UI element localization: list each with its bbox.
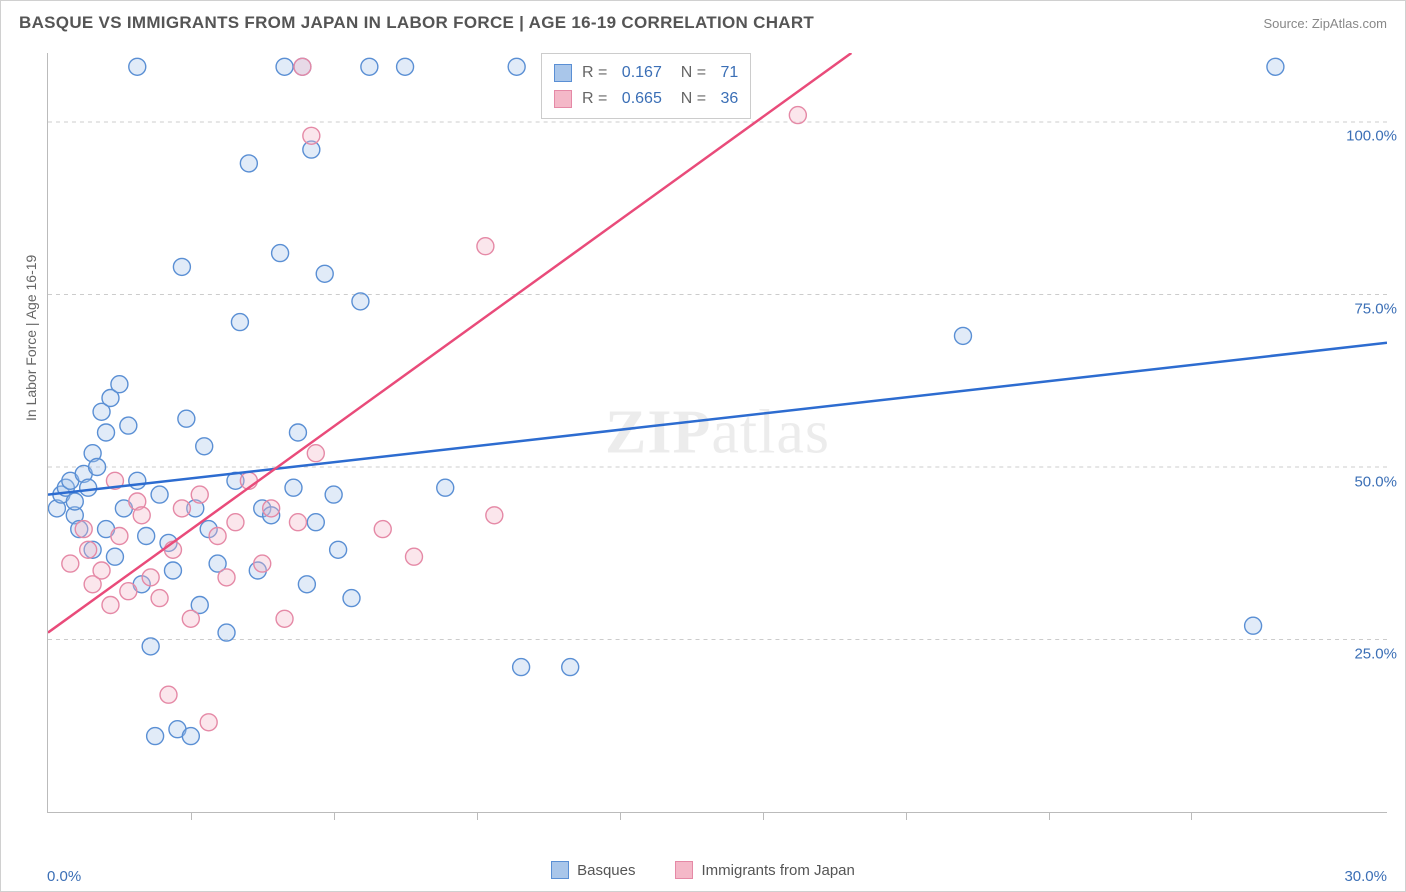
legend-item-series2: Immigrants from Japan [675, 861, 854, 879]
source-attribution: Source: ZipAtlas.com [1263, 16, 1387, 31]
y-axis-label: In Labor Force | Age 16-19 [23, 255, 39, 421]
legend-n-value-2: 36 [721, 90, 739, 108]
chart-container: BASQUE VS IMMIGRANTS FROM JAPAN IN LABOR… [0, 0, 1406, 892]
legend-label-series1: Basques [577, 862, 635, 879]
legend-item-series1: Basques [551, 861, 635, 879]
legend-n-label: N = [672, 64, 711, 82]
scatter-svg [48, 53, 1387, 812]
correlation-legend: R = 0.167 N = 71 R = 0.665 N = 36 [541, 53, 751, 119]
legend-n-label: N = [672, 90, 711, 108]
legend-row-series1: R = 0.167 N = 71 [554, 60, 738, 86]
chart-title: BASQUE VS IMMIGRANTS FROM JAPAN IN LABOR… [19, 13, 814, 33]
plot-area: ZIPatlas [47, 53, 1387, 813]
series-legend: Basques Immigrants from Japan [1, 861, 1405, 879]
swatch-series1 [554, 64, 572, 82]
legend-r-value-1: 0.167 [622, 64, 662, 82]
header: BASQUE VS IMMIGRANTS FROM JAPAN IN LABOR… [1, 1, 1405, 41]
swatch-series2 [554, 90, 572, 108]
swatch-series1-bottom [551, 861, 569, 879]
legend-r-label: R = [582, 90, 612, 108]
legend-label-series2: Immigrants from Japan [701, 862, 854, 879]
legend-r-label: R = [582, 64, 612, 82]
swatch-series2-bottom [675, 861, 693, 879]
legend-n-value-1: 71 [721, 64, 739, 82]
legend-row-series2: R = 0.665 N = 36 [554, 86, 738, 112]
legend-r-value-2: 0.665 [622, 90, 662, 108]
